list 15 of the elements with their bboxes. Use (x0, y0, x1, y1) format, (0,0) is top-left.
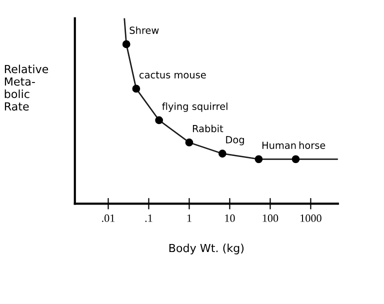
x-tick-label: .1 (145, 214, 152, 222)
x-tick-label: 1000 (300, 214, 322, 222)
x-tick-label: 100 (262, 214, 278, 222)
annotation: Human (262, 142, 296, 149)
annotation: cactus mouse (140, 72, 206, 78)
annotation: Shrew (130, 26, 159, 34)
x-tick-label: 1 (187, 214, 192, 222)
annotation: Dog (226, 136, 244, 146)
x-tick-label: .01 (102, 214, 115, 222)
annotation: Rabbit (192, 124, 224, 132)
annotation: horse (299, 141, 326, 149)
x-tick-label: 10 (225, 214, 235, 222)
x-axis-title: Body Wt. (kg) (169, 244, 244, 254)
annotation: flying squirrel (162, 102, 228, 112)
y-axis-title: Relative Meta- bolic Rate (4, 64, 48, 111)
